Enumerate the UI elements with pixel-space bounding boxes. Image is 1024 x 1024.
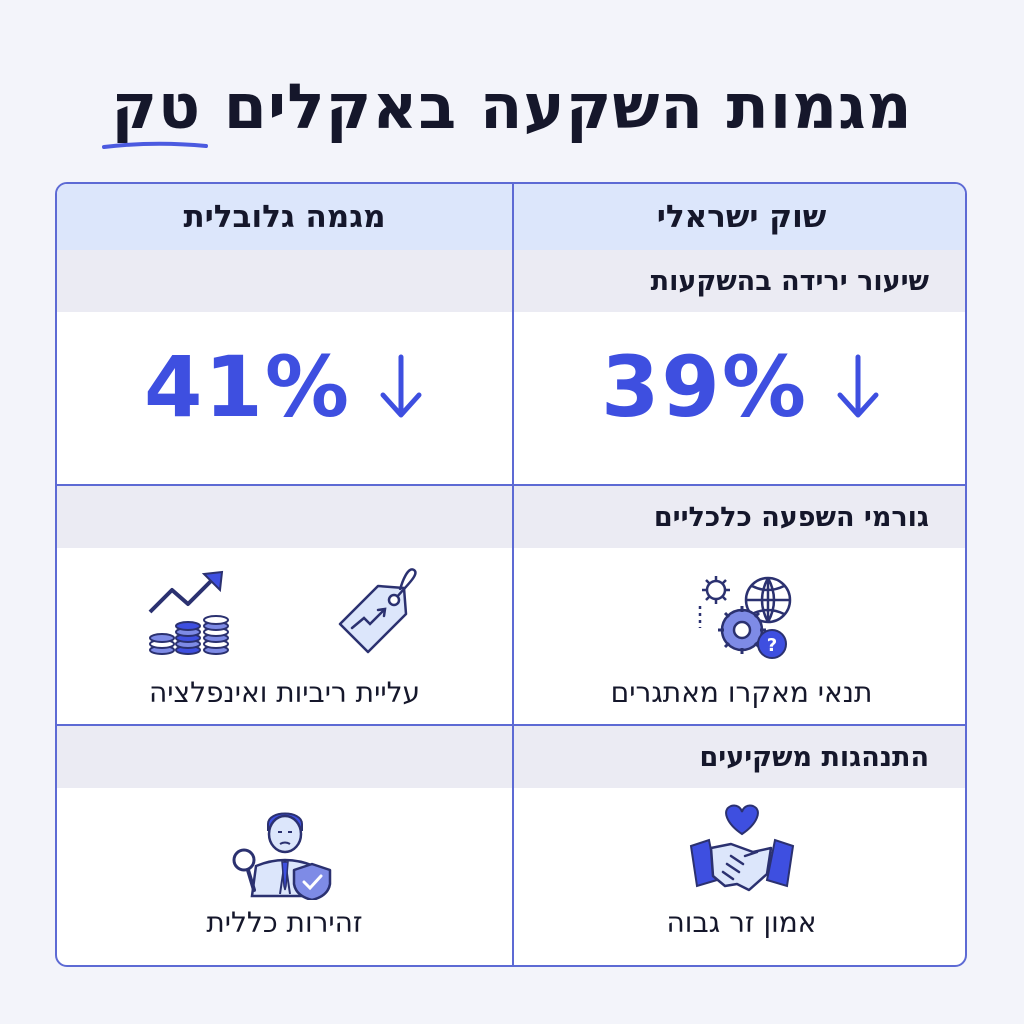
israeli-decline-stat: 39% bbox=[514, 332, 965, 442]
section-divider bbox=[514, 724, 965, 726]
arrow-down-icon bbox=[380, 354, 422, 418]
israeli-economic-icons: ? bbox=[514, 572, 965, 664]
israeli-behavior-caption: אמון זר גבוה bbox=[666, 906, 817, 939]
behavior-section-heading-blank bbox=[57, 726, 512, 788]
decline-section-heading-blank bbox=[57, 250, 512, 312]
decline-section-heading: שיעור ירידה בהשקעות bbox=[514, 250, 965, 312]
global-decline-stat: 41% bbox=[57, 332, 512, 442]
investor-magnifier-shield-icon bbox=[232, 812, 331, 900]
comparison-table: שוק ישראלי שיעור ירידה בהשקעות 39% גורמי… bbox=[55, 182, 967, 967]
israeli-economic-caption: תנאי מאקרו מאתגרים bbox=[610, 676, 873, 709]
global-column: מגמה גלובלית 41% bbox=[57, 184, 512, 965]
behavior-section-heading: התנהגות משקיעים bbox=[514, 726, 965, 788]
global-economic-caption: עליית ריביות ואינפלציה bbox=[148, 676, 421, 709]
global-economic-icons bbox=[57, 568, 512, 664]
price-tag-up-icon bbox=[338, 568, 417, 654]
section-divider bbox=[57, 724, 512, 726]
economic-section-heading: גורמי השפעה כלכליים bbox=[514, 486, 965, 548]
global-column-header: מגמה גלובלית bbox=[57, 184, 512, 252]
title-underline bbox=[102, 141, 208, 149]
gears-globe-question-icon: ? bbox=[698, 576, 791, 659]
israeli-column-header: שוק ישראלי bbox=[514, 184, 965, 252]
israeli-decline-value: 39% bbox=[600, 338, 809, 436]
global-behavior-caption: זהירות כללית bbox=[206, 906, 363, 939]
coins-trend-up-icon bbox=[148, 570, 229, 655]
svg-text:?: ? bbox=[766, 635, 776, 656]
section-divider bbox=[514, 484, 965, 486]
global-behavior-icons bbox=[57, 804, 512, 900]
israeli-behavior-icons bbox=[514, 804, 965, 900]
economic-section-heading-blank bbox=[57, 486, 512, 548]
page-title: מגמות השקעה באקלים טק bbox=[111, 70, 913, 143]
global-decline-value: 41% bbox=[143, 338, 352, 436]
israeli-column: שוק ישראלי שיעור ירידה בהשקעות 39% גורמי… bbox=[512, 184, 965, 965]
section-divider bbox=[57, 484, 512, 486]
handshake-heart-icon bbox=[689, 804, 794, 892]
arrow-down-icon bbox=[837, 354, 879, 418]
